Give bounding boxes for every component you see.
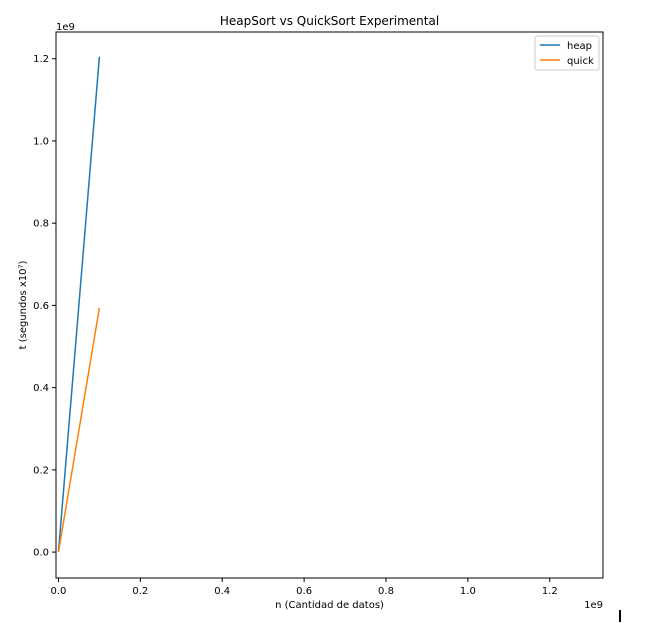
series-layer (57, 56, 101, 553)
x-tick-label: 0.8 (378, 586, 394, 597)
y-tick-label: 0.4 (33, 383, 49, 394)
series-line-quick (57, 307, 101, 553)
text-cursor (619, 610, 621, 622)
y-tick-label: 0.6 (33, 301, 49, 312)
ticks-layer: 0.0 0.2 0.4 0.6 0.8 1.0 1.2 0.0 0.2 0.4 0.6 0.8 1.0 1… (33, 54, 558, 597)
x-tick-label: 1.2 (542, 586, 558, 597)
y-tick-label: 0.8 (33, 219, 49, 230)
y-tick-label: 1.0 (33, 136, 49, 147)
y-tick-label: 0.0 (33, 548, 49, 559)
legend-label-heap: heap (567, 41, 592, 52)
legend: heap quick (534, 35, 600, 71)
series-line-heap (57, 56, 101, 553)
x-tick-label: 0.4 (214, 586, 230, 597)
x-tick-label: 0.0 (51, 586, 67, 597)
y-axis-label: t (segundos x10⁷) (18, 261, 29, 350)
x-tick-label: 1.0 (460, 586, 476, 597)
legend-label-quick: quick (567, 56, 594, 67)
y-tick-label: 1.2 (33, 54, 49, 65)
x-tick-label: 0.6 (296, 586, 312, 597)
y-offset-text: 1e9 (56, 22, 75, 33)
x-offset-text: 1e9 (584, 600, 603, 611)
x-tick-label: 0.2 (132, 586, 148, 597)
y-tick-label: 0.2 (33, 465, 49, 476)
chart-title: HeapSort vs QuickSort Experimental (220, 14, 439, 28)
plot-frame (55, 31, 604, 579)
x-axis-label: n (Cantidad de datos) (275, 600, 384, 611)
